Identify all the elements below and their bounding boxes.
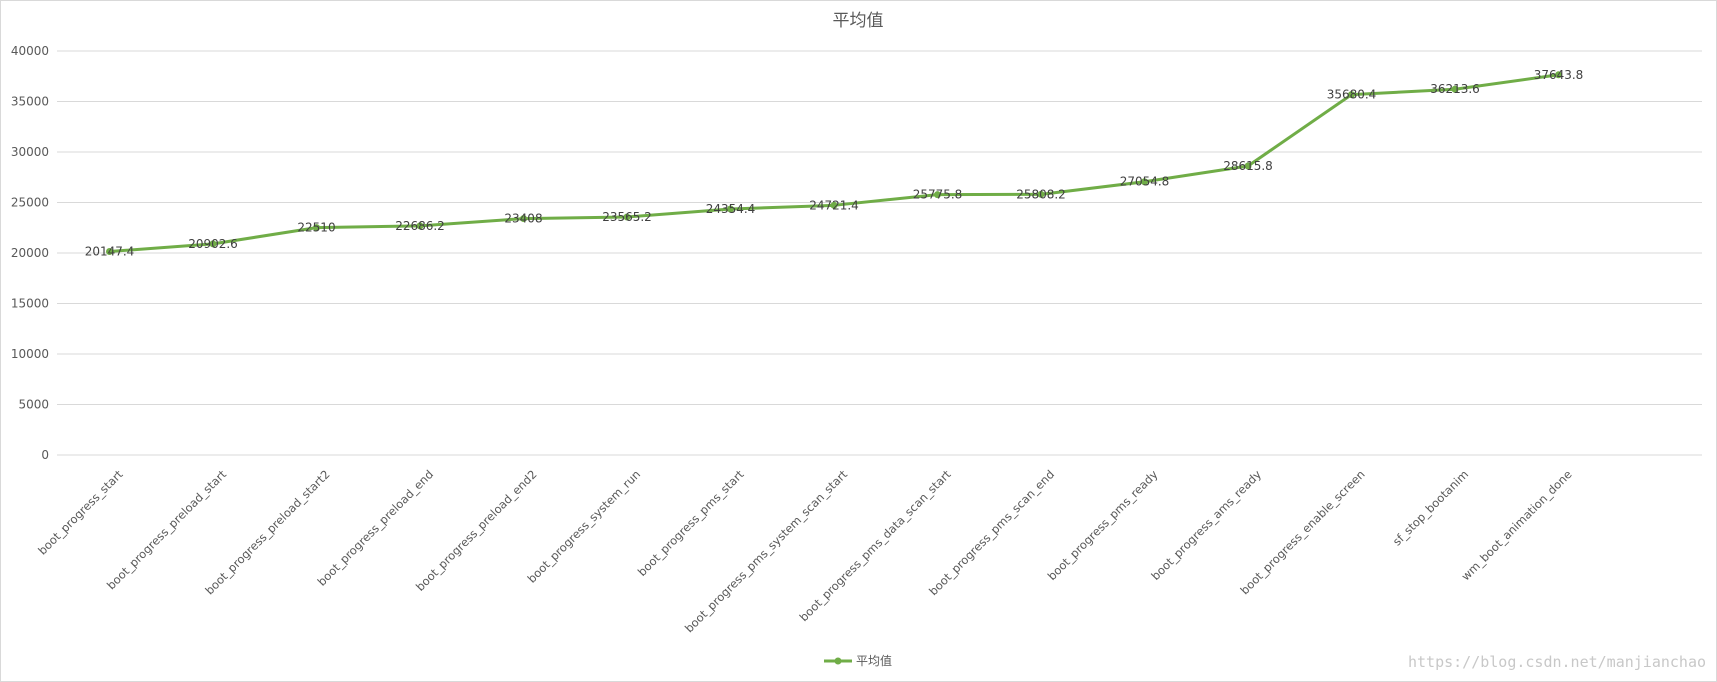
data-label: 24354.4 [706,202,756,216]
x-tick-label: sf_stop_bootanim [1390,467,1471,548]
y-tick-label: 25000 [11,196,49,210]
y-axis: 0 5000 10000 15000 20000 25000 30000 35000 40000 [11,44,49,462]
x-tick-label: boot_progress_preload_end [315,467,437,589]
data-point [1348,91,1355,99]
y-tick-label: 5000 [18,398,49,412]
data-label: 20902.6 [188,237,238,251]
x-tick-label: boot_progress_pms_scan_end [926,467,1057,598]
data-point [209,240,217,248]
x-tick-label: boot_progress_preload_start2 [202,467,332,597]
legend-label: 平均值 [856,653,892,668]
y-tick-label: 10000 [11,347,49,361]
data-point [520,215,527,223]
watermark: https://blog.csdn.net/manjianchao [1408,653,1706,671]
data-label: 23565.2 [602,210,652,224]
data-point [1555,71,1562,79]
data-point [934,191,941,199]
y-tick-label: 0 [41,448,49,462]
data-label: 24721.4 [809,198,859,212]
data-labels: 20147.4 20902.6 22510 22686.2 23408 23565.2 24… [85,68,1584,259]
x-tick-label: boot_progress_pms_ready [1045,467,1161,583]
data-label: 22510 [297,221,335,235]
x-tick-label: boot_progress_preload_end2 [413,467,540,594]
x-tick-label: boot_progress_enable_screen [1238,467,1368,597]
data-label: 22686.2 [395,219,445,233]
legend: 平均值 [824,653,892,668]
data-label: 27054.8 [1120,175,1170,189]
chart-title: 平均值 [833,11,884,31]
gridlines [57,50,1702,456]
x-tick-label: boot_progress_preload_start [104,467,229,592]
data-label: 20147.4 [85,245,135,259]
x-tick-label: boot_progress_system_run [525,467,644,586]
x-axis: boot_progress_startboot_progress_preload… [35,467,1574,635]
y-tick-label: 15000 [11,297,49,311]
data-point [1451,85,1459,93]
y-tick-label: 20000 [11,246,49,260]
y-tick-label: 30000 [11,145,49,159]
data-point [106,248,113,256]
data-label: 25775.8 [913,188,963,202]
data-point [416,222,424,230]
data-label: 28615.8 [1223,159,1273,173]
data-label: 23408 [504,212,542,226]
data-point [1141,178,1148,186]
y-tick-label: 40000 [11,44,49,58]
series-group [106,71,1562,256]
data-point [1037,190,1045,198]
x-tick-label: wm_boot_animation_done [1458,467,1574,583]
x-tick-label: boot_progress_pms_start [635,467,747,579]
data-label: 37643.8 [1534,68,1584,82]
data-point [1244,162,1252,170]
x-tick-label: boot_progress_ams_ready [1148,467,1264,583]
data-label: 25808.2 [1016,187,1066,201]
data-point [830,201,838,209]
data-point [313,224,320,232]
y-tick-label: 35000 [11,95,49,109]
x-tick-label: boot_progress_start [35,467,126,558]
data-label: 36213.6 [1430,82,1480,96]
data-label: 35680.4 [1327,88,1377,102]
legend-marker [834,657,842,665]
data-point [623,213,631,221]
x-tick-label: boot_progress_pms_system_scan_start [682,467,850,635]
data-point [727,205,734,213]
